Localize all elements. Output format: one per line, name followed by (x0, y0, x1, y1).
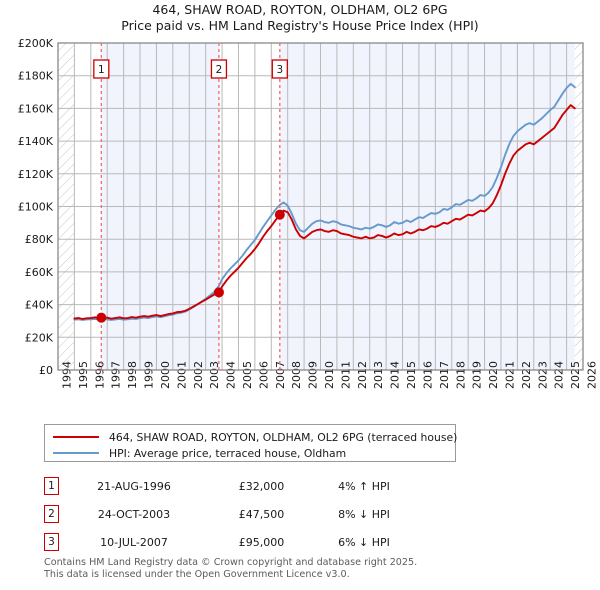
y-axis-tick-label: £0 (39, 364, 53, 377)
sale-index-badge: 3 (44, 533, 59, 551)
x-axis-tick-label: 2004 (225, 361, 238, 389)
legend-swatch-property (53, 436, 99, 438)
x-axis-tick-label: 1999 (143, 361, 156, 389)
legend-label-hpi: HPI: Average price, terraced house, Oldh… (109, 446, 347, 460)
sale-marker-dot[interactable] (213, 287, 224, 298)
x-axis-tick-label: 2014 (389, 361, 402, 389)
x-axis-tick-label: 2012 (356, 361, 369, 389)
y-axis-tick-label: £140K (18, 135, 54, 148)
sale-price: £32,000 (238, 479, 285, 493)
x-axis-tick-label: 2008 (290, 361, 303, 389)
sales-history-table: 1 21-AUG-1996 £32,000 4% ↑ HPI 2 24-OCT-… (44, 472, 474, 556)
title-line-1: 464, SHAW ROAD, ROYTON, OLDHAM, OL2 6PG (152, 2, 448, 17)
x-axis-tick-label: 2011 (339, 361, 352, 389)
x-axis-tick-label: 1998 (126, 361, 139, 389)
x-axis-tick-label: 2024 (553, 361, 566, 389)
x-axis-tick-label: 1994 (61, 361, 74, 389)
sale-marker-box[interactable] (210, 59, 228, 79)
y-axis-tick-label: £80K (25, 233, 54, 246)
x-axis-tick-label: 2009 (307, 361, 320, 389)
sale-price: £47,500 (238, 507, 285, 521)
footer-line-1: Contains HM Land Registry data © Crown c… (44, 557, 418, 568)
x-axis-tick-label: 2005 (241, 361, 254, 389)
x-axis-tick-label: 2026 (586, 361, 599, 389)
x-axis-tick-label: 2006 (257, 361, 270, 389)
plot-border (57, 42, 584, 371)
x-axis-tick-label: 1996 (93, 361, 106, 389)
x-axis-tick-label: 2020 (487, 361, 500, 389)
y-axis-tick-label: £20K (25, 331, 54, 344)
x-axis-tick-label: 2015 (405, 361, 418, 389)
property-price-line (73, 104, 576, 320)
sale-index-badge: 1 (44, 477, 59, 495)
x-axis-tick-label: 2018 (454, 361, 467, 389)
x-axis-tick-label: 2007 (274, 361, 287, 389)
sale-hpi-delta: 4% ↑ HPI (338, 479, 390, 493)
x-axis-tick-label: 2000 (159, 361, 172, 389)
x-axis-tick-label: 2023 (536, 361, 549, 389)
title-line-2: Price paid vs. HM Land Registry's House … (121, 18, 479, 33)
legend-label-property: 464, SHAW ROAD, ROYTON, OLDHAM, OL2 6PG … (109, 430, 458, 444)
x-axis-tick-label: 2021 (503, 361, 516, 389)
sale-marker-dot[interactable] (96, 312, 107, 323)
sale-hpi-delta: 8% ↓ HPI (338, 507, 390, 521)
y-axis-tick-label: £120K (18, 168, 54, 181)
y-axis-tick-label: £180K (18, 70, 54, 83)
page-title: 464, SHAW ROAD, ROYTON, OLDHAM, OL2 6PG … (0, 2, 600, 34)
x-axis-tick-label: 1997 (110, 361, 123, 389)
x-axis-tick-label: 2013 (372, 361, 385, 389)
sale-marker-number: 2 (216, 64, 223, 76)
sale-marker-box[interactable] (271, 59, 288, 79)
sale-date: 21-AUG-1996 (97, 479, 171, 493)
table-row: 3 10-JUL-2007 £95,000 6% ↓ HPI (44, 528, 474, 556)
x-axis-tick-label: 2002 (192, 361, 205, 389)
x-axis-tick-label: 2003 (208, 361, 221, 389)
legend-swatch-hpi (53, 452, 99, 454)
x-axis-tick-label: 2017 (438, 361, 451, 389)
table-row: 2 24-OCT-2003 £47,500 8% ↓ HPI (44, 500, 474, 528)
x-axis-tick-label: 2010 (323, 361, 336, 389)
legend-item-property: 464, SHAW ROAD, ROYTON, OLDHAM, OL2 6PG … (53, 429, 458, 445)
x-axis-tick-label: 1995 (77, 361, 90, 389)
table-row: 1 21-AUG-1996 £32,000 4% ↑ HPI (44, 472, 474, 500)
sale-hpi-delta: 6% ↓ HPI (338, 535, 390, 549)
y-axis-tick-label: £160K (18, 102, 54, 115)
x-axis-tick-label: 2022 (520, 361, 533, 389)
sale-marker-dot[interactable] (274, 209, 285, 220)
sale-marker-number: 3 (276, 64, 283, 76)
y-axis-tick-label: £100K (18, 201, 54, 214)
x-axis-tick-label: 2016 (421, 361, 434, 389)
x-axis-tick-label: 2001 (175, 361, 188, 389)
sale-index-badge: 2 (44, 505, 59, 523)
legend-item-hpi: HPI: Average price, terraced house, Oldh… (53, 445, 455, 461)
y-axis-tick-label: £60K (25, 266, 54, 279)
copyright-footer: Contains HM Land Registry data © Crown c… (44, 557, 584, 580)
y-axis-tick-label: £40K (25, 299, 54, 312)
x-axis-tick-label: 2019 (471, 361, 484, 389)
chart-legend: 464, SHAW ROAD, ROYTON, OLDHAM, OL2 6PG … (44, 424, 458, 462)
sale-marker-number: 1 (98, 64, 105, 76)
y-axis-tick-label: £200K (18, 37, 54, 50)
hpi-line (73, 82, 576, 321)
sale-date: 24-OCT-2003 (97, 507, 171, 521)
sale-marker-box[interactable] (93, 59, 110, 79)
footer-line-2: This data is licensed under the Open Gov… (44, 568, 350, 580)
sale-date: 10-JUL-2007 (100, 535, 168, 549)
x-axis-tick-label: 2025 (569, 361, 582, 389)
sale-price: £95,000 (238, 535, 285, 549)
